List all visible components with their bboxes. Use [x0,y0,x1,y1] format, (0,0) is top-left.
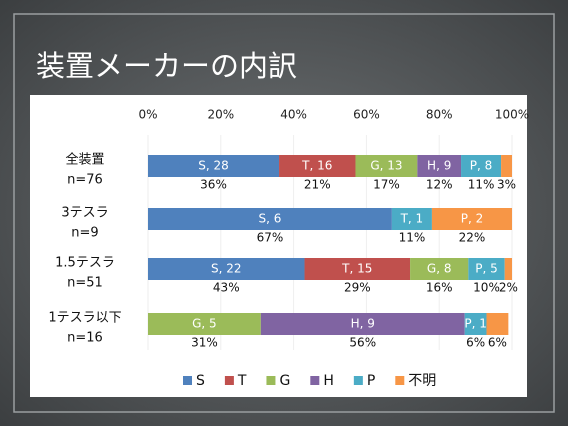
legend-label: H [323,373,334,389]
segment-label: T, 16 [301,159,332,173]
category-label: 全装置 [65,152,104,168]
legend-swatch [266,376,276,385]
segment-label: S, 28 [198,159,229,173]
value-label: 11% [399,231,426,245]
legend-label: G [279,373,290,389]
segment-label: P, 2 [461,212,484,226]
segment-label: P, 8 [470,159,493,173]
x-tick-label: 40% [280,108,307,122]
value-label: 17% [373,178,400,192]
value-label: 43% [213,281,240,295]
segment-label: P, 1 [464,317,487,331]
value-label: 22% [459,231,486,245]
legend-label: S [196,373,205,389]
bar-segment [148,208,392,230]
legend-swatch [395,376,405,385]
category-count: n=16 [67,331,103,346]
category-count: n=76 [67,173,103,188]
bar-segment [355,155,418,177]
bar-segment [504,258,512,280]
value-label: 6% [488,336,507,350]
chart-panel [30,95,527,397]
segment-label: P, 5 [475,262,498,276]
bar-segment [501,155,512,177]
value-label: 2% [499,281,518,295]
value-label: 16% [426,281,453,295]
value-label: 11% [468,178,495,192]
bar-segment [468,258,505,280]
category-label: 3テスラ [61,206,108,221]
legend-swatch [183,376,192,385]
value-label: 21% [304,178,331,192]
x-tick-label: 20% [207,108,234,122]
legend-swatch [310,376,320,385]
value-label: 3% [497,178,516,192]
value-label: 6% [466,336,485,350]
bar-segment [417,155,462,177]
segment-label: H, 9 [351,317,375,331]
x-tick-label: 80% [426,108,453,122]
value-label: 67% [257,231,284,245]
bar-segment [260,313,465,335]
bar-segment [391,208,432,230]
legend-label: T [237,373,247,389]
value-label: 56% [349,336,376,350]
bar-segment [304,258,411,280]
segment-label: G, 13 [370,159,402,173]
x-tick-label: 60% [353,108,380,122]
segment-label: T, 1 [400,212,424,226]
value-label: 12% [426,178,453,192]
segment-label: S, 6 [258,212,281,226]
category-count: n=51 [67,276,103,291]
segment-label: G, 5 [192,317,217,331]
chart-title: 装置メーカーの内訳 [36,49,297,83]
bar-segment [431,208,512,230]
bar-segment [486,313,509,335]
x-tick-label: 100% [495,108,529,122]
segment-label: T, 15 [341,262,372,276]
legend-label: P [367,373,375,389]
x-tick-label: 0% [138,108,157,122]
bar-segment [148,313,261,335]
value-label: 36% [200,178,227,192]
value-label: 31% [191,336,218,350]
value-label: 29% [344,281,371,295]
bar-segment [464,313,487,335]
bar-segment [410,258,469,280]
value-label: 10% [473,281,500,295]
bar-segment [279,155,356,177]
category-label: 1テスラ以下 [48,311,121,326]
bar-segment [461,155,502,177]
bar-segment [148,258,305,280]
category-label: 1.5テスラ [55,256,115,271]
bar-segment [148,155,280,177]
frame [13,13,555,413]
segment-label: S, 22 [211,262,242,276]
segment-label: H, 9 [427,159,451,173]
category-count: n=9 [71,226,98,241]
legend-swatch [224,376,234,385]
legend-swatch [353,376,363,385]
segment-label: G, 8 [427,262,452,276]
legend-label: 不明 [408,373,436,389]
